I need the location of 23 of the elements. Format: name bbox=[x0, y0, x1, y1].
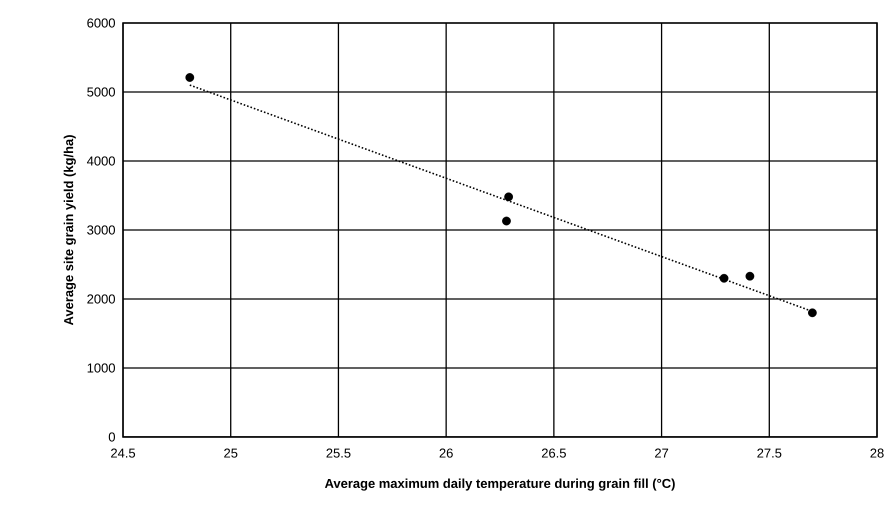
point bbox=[720, 274, 728, 283]
point bbox=[746, 272, 754, 281]
x-tick-label: 26 bbox=[440, 448, 453, 458]
x-tick-label: 28 bbox=[870, 448, 884, 458]
point bbox=[502, 216, 511, 226]
y-axis-title: Average site grain yield (kg/ha) bbox=[64, 135, 76, 326]
y-tick-label: 2000 bbox=[87, 294, 115, 304]
y-tick-label: 3000 bbox=[87, 225, 115, 235]
x-tick-label: 26.5 bbox=[542, 448, 566, 458]
x-tick-label: 25.5 bbox=[326, 448, 350, 458]
y-tick-label: 0 bbox=[108, 432, 115, 442]
x-tick-label: 25 bbox=[224, 448, 238, 458]
x-axis-title: Average maximum daily temperature during grain fill (°C) bbox=[324, 478, 675, 491]
point bbox=[808, 308, 817, 318]
y-tick-label: 4000 bbox=[86, 156, 115, 166]
y-tick-label: 1000 bbox=[88, 363, 115, 373]
point bbox=[504, 192, 514, 202]
x-tick-label: 24.5 bbox=[111, 448, 136, 458]
point bbox=[185, 73, 194, 82]
x-tick-label: 27.5 bbox=[757, 448, 782, 458]
y-tick-label: 5000 bbox=[87, 87, 115, 97]
x-tick-label: 27 bbox=[655, 448, 668, 458]
y-tick-label: 6000 bbox=[87, 18, 115, 28]
